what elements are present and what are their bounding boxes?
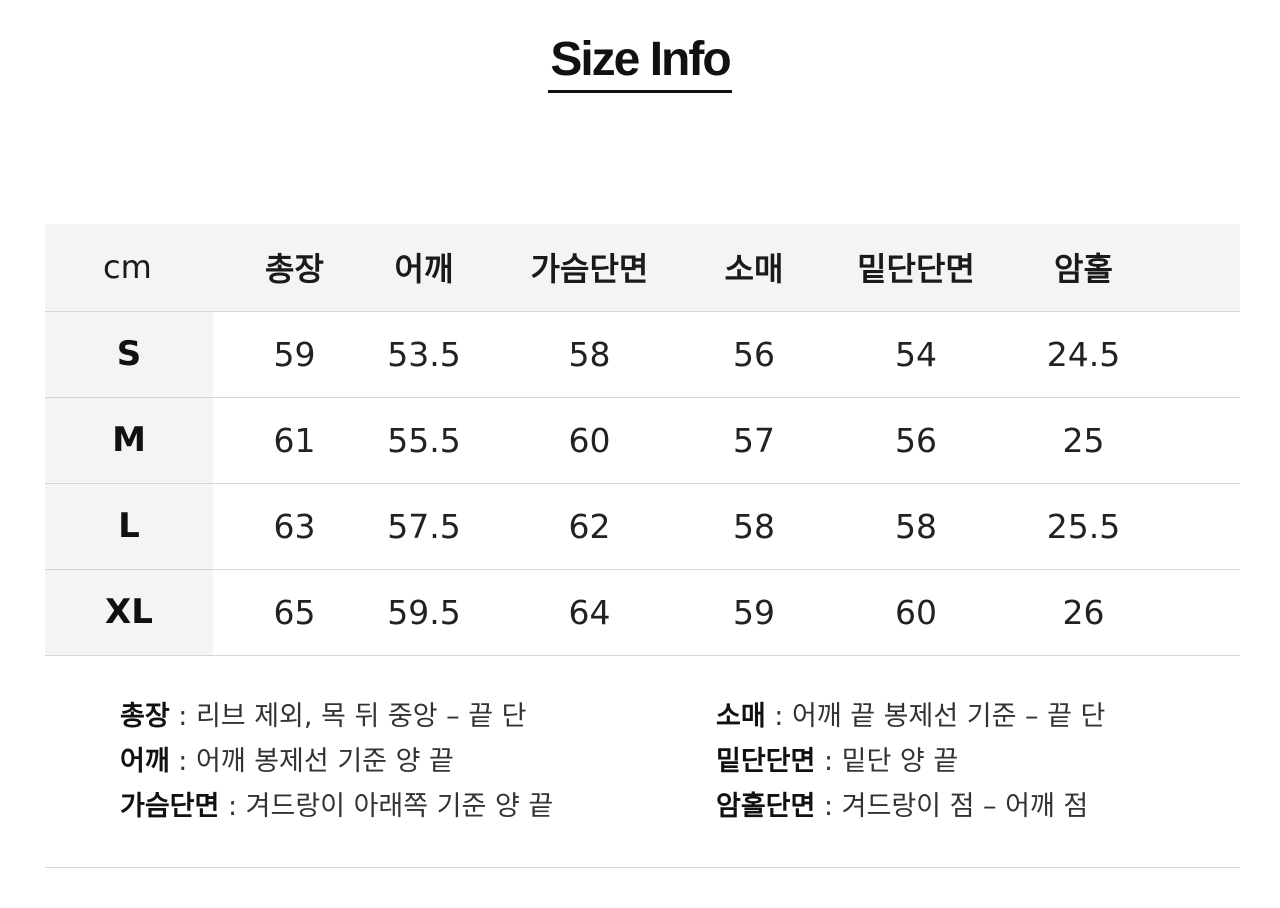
table-spacer-cell [1136, 569, 1240, 656]
table-cell: 59 [707, 569, 801, 656]
note-desc: : 어깨 봉제선 기준 양 끝 [169, 746, 454, 777]
table-cell: 59 [213, 311, 376, 398]
note-desc: : 밑단 양 끝 [815, 746, 959, 777]
table-cell: 62 [472, 483, 707, 570]
size-table: cm 총장 어깨 가슴단면 소매 밑단단면 암홀 S 59 53.5 58 56… [45, 224, 1240, 656]
measurement-notes: 총장 : 리브 제외, 목 뒤 중앙 – 끝 단 어깨 : 어깨 봉제선 기준 … [120, 694, 1240, 829]
notes-column-right: 소매 : 어깨 끝 봉제선 기준 – 끝 단 밑단단면 : 밑단 양 끝 암홀단… [716, 694, 1236, 829]
size-label: M [45, 397, 213, 484]
column-header: 밑단단면 [801, 224, 1031, 312]
table-cell: 53.5 [376, 311, 472, 398]
column-spacer [1136, 224, 1240, 312]
note-term: 암홀단면 [716, 791, 816, 822]
note-desc: : 리브 제외, 목 뒤 중앙 – 끝 단 [169, 701, 527, 732]
note-desc: : 겨드랑이 아래쪽 기준 양 끝 [219, 791, 554, 822]
table-row: XL 65 59.5 64 59 60 26 [45, 569, 1240, 656]
table-cell: 64 [472, 569, 707, 656]
table-cell: 56 [801, 397, 1031, 484]
table-cell: 58 [472, 311, 707, 398]
table-row: L 63 57.5 62 58 58 25.5 [45, 483, 1240, 570]
table-cell: 25.5 [1031, 483, 1136, 570]
notes-column-left: 총장 : 리브 제외, 목 뒤 중앙 – 끝 단 어깨 : 어깨 봉제선 기준 … [120, 694, 716, 829]
note-line: 어깨 : 어깨 봉제선 기준 양 끝 [120, 739, 716, 784]
table-cell: 56 [707, 311, 801, 398]
table-cell: 60 [472, 397, 707, 484]
column-header: 어깨 [376, 224, 472, 312]
table-spacer-cell [1136, 397, 1240, 484]
table-spacer-cell [1136, 483, 1240, 570]
page-title: Size Info [548, 30, 732, 93]
table-cell: 57 [707, 397, 801, 484]
note-line: 총장 : 리브 제외, 목 뒤 중앙 – 끝 단 [120, 694, 716, 739]
note-line: 암홀단면 : 겨드랑이 점 – 어깨 점 [716, 784, 1236, 829]
note-desc: : 겨드랑이 점 – 어깨 점 [815, 791, 1089, 822]
note-term: 어깨 [120, 746, 170, 777]
table-spacer-cell [1136, 311, 1240, 398]
table-cell: 57.5 [376, 483, 472, 570]
table-cell: 60 [801, 569, 1031, 656]
table-header-row: cm 총장 어깨 가슴단면 소매 밑단단면 암홀 [45, 224, 1240, 312]
title-wrap: Size Info [0, 30, 1280, 93]
table-cell: 65 [213, 569, 376, 656]
note-term: 밑단단면 [716, 746, 816, 777]
table-row: M 61 55.5 60 57 56 25 [45, 397, 1240, 484]
size-label: XL [45, 569, 213, 656]
table-cell: 59.5 [376, 569, 472, 656]
note-line: 밑단단면 : 밑단 양 끝 [716, 739, 1236, 784]
note-line: 가슴단면 : 겨드랑이 아래쪽 기준 양 끝 [120, 784, 716, 829]
column-header: 암홀 [1031, 224, 1136, 312]
table-cell: 54 [801, 311, 1031, 398]
table-cell: 55.5 [376, 397, 472, 484]
note-term: 소매 [716, 701, 766, 732]
note-term: 가슴단면 [120, 791, 220, 822]
table-cell: 61 [213, 397, 376, 484]
table-cell: 25 [1031, 397, 1136, 484]
table-cell: 63 [213, 483, 376, 570]
column-header: 가슴단면 [472, 224, 707, 312]
note-term: 총장 [120, 701, 170, 732]
table-cell: 58 [707, 483, 801, 570]
note-line: 소매 : 어깨 끝 봉제선 기준 – 끝 단 [716, 694, 1236, 739]
table-cell: 24.5 [1031, 311, 1136, 398]
table-cell: 26 [1031, 569, 1136, 656]
size-label: L [45, 483, 213, 570]
note-desc: : 어깨 끝 봉제선 기준 – 끝 단 [765, 701, 1106, 732]
table-cell: 58 [801, 483, 1031, 570]
column-header: 소매 [707, 224, 801, 312]
column-header: 총장 [213, 224, 376, 312]
table-row: S 59 53.5 58 56 54 24.5 [45, 311, 1240, 398]
bottom-divider [45, 867, 1240, 868]
unit-label: cm [45, 224, 213, 312]
size-label: S [45, 311, 213, 398]
